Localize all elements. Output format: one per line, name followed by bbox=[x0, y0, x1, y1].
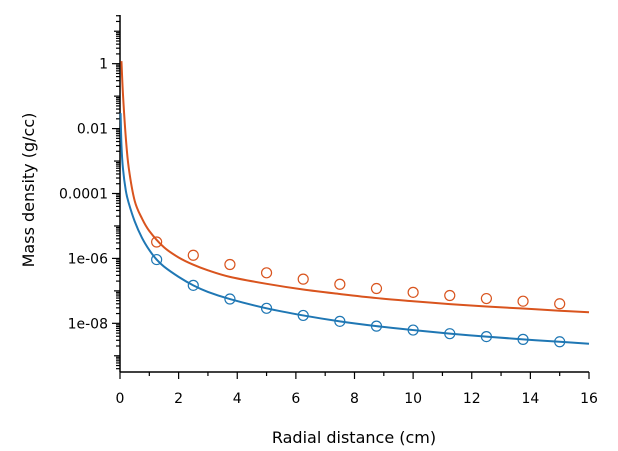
series-1-marker bbox=[297, 309, 309, 322]
series-0-marker bbox=[517, 295, 529, 307]
x-axis-title: Radial distance (cm) bbox=[272, 428, 436, 447]
x-tick-label: 8 bbox=[350, 391, 359, 407]
series-1-marker bbox=[224, 293, 236, 305]
series-1-marker bbox=[517, 333, 529, 345]
axes: 0 2 4 6 8 10 12 14 16 1 0.01 0.0001 1e-06 1e-08 bbox=[59, 15, 598, 407]
x-tick-label: 16 bbox=[580, 391, 598, 407]
series-1-marker bbox=[187, 279, 199, 291]
series-1-marker bbox=[554, 336, 566, 348]
y-tick-label: 1 bbox=[99, 57, 108, 73]
series-1-marker bbox=[151, 253, 163, 266]
series-0-marker bbox=[480, 292, 493, 305]
x-tick-label: 12 bbox=[463, 391, 481, 407]
plot-area bbox=[119, 61, 590, 348]
y-tick-label: 1e-08 bbox=[68, 316, 108, 332]
series-1-marker bbox=[407, 324, 419, 336]
x-tick-label: 10 bbox=[404, 391, 422, 407]
series-0-marker bbox=[151, 236, 163, 248]
x-tick-label: 6 bbox=[291, 391, 300, 407]
series-0-marker bbox=[260, 267, 273, 279]
series-1-marker bbox=[480, 330, 493, 343]
series-0-marker bbox=[444, 289, 456, 302]
series-1-marker bbox=[260, 302, 273, 314]
y-tick-label: 0.0001 bbox=[59, 187, 108, 203]
series-0-marker bbox=[334, 278, 346, 290]
series-0-marker bbox=[407, 286, 419, 298]
y-axis-title: Mass density (g/cc) bbox=[19, 113, 38, 268]
series-0-marker bbox=[187, 249, 199, 261]
series-0-marker bbox=[370, 282, 383, 295]
series-0-line bbox=[120, 61, 590, 314]
series-1-line bbox=[119, 113, 590, 345]
x-tick-label: 0 bbox=[116, 391, 125, 407]
series-1-marker bbox=[444, 328, 456, 340]
series-0-marker bbox=[224, 258, 236, 271]
y-tick-label: 1e-06 bbox=[68, 251, 108, 267]
series-0-marker bbox=[297, 273, 309, 285]
x-tick-label: 4 bbox=[233, 391, 242, 407]
x-tick-label: 14 bbox=[521, 391, 539, 407]
series-1-marker bbox=[334, 315, 346, 327]
series-0-marker bbox=[554, 298, 566, 310]
y-tick-label: 0.01 bbox=[77, 122, 108, 138]
x-tick-label: 2 bbox=[174, 391, 183, 407]
series-1-marker bbox=[370, 320, 383, 332]
